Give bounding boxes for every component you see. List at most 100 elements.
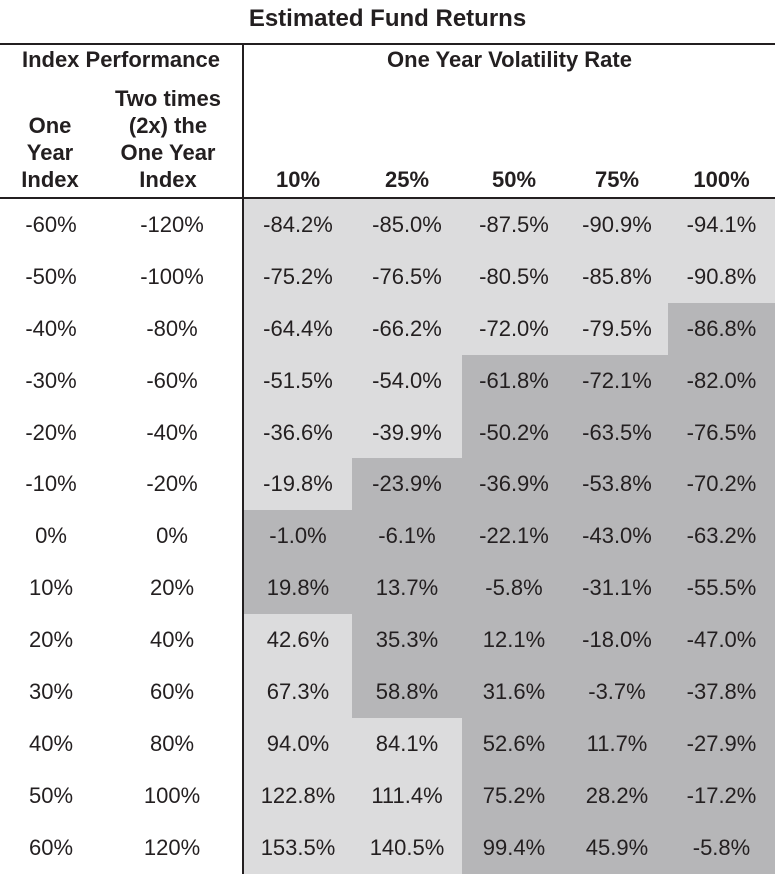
fund-return-cell: -39.9% <box>352 406 462 459</box>
two-x-index-cell: -20% <box>102 458 242 511</box>
fund-return-cell: -90.8% <box>668 250 775 303</box>
header-bottom-rule <box>0 197 775 199</box>
fund-return-cell: 75.2% <box>462 769 566 822</box>
col-header-vol-25: 25% <box>384 167 430 192</box>
fund-return-cell: 28.2% <box>566 769 668 822</box>
fund-return-cell: -36.6% <box>244 406 352 459</box>
index-cell: -50% <box>0 250 102 303</box>
col-header-vol-75: 75% <box>594 167 640 192</box>
index-cell: 40% <box>0 717 102 770</box>
two-x-index-cell: -80% <box>102 302 242 355</box>
fund-return-cell: -47.0% <box>668 614 775 667</box>
fund-return-cell: 52.6% <box>462 717 566 770</box>
fund-return-cell: -51.5% <box>244 354 352 407</box>
fund-return-cell: -27.9% <box>668 717 775 770</box>
index-cell: 50% <box>0 769 102 822</box>
fund-return-cell: -76.5% <box>352 250 462 303</box>
fund-return-cell: -17.2% <box>668 769 775 822</box>
fund-return-cell: -43.0% <box>566 510 668 563</box>
index-cell: -40% <box>0 302 102 355</box>
fund-return-cell: -19.8% <box>244 458 352 511</box>
fund-return-cell: 140.5% <box>352 821 462 874</box>
fund-return-cell: 94.0% <box>244 717 352 770</box>
fund-return-cell: -82.0% <box>668 354 775 407</box>
fund-return-cell: -72.0% <box>462 302 566 355</box>
two-x-index-cell: 60% <box>102 666 242 718</box>
volatility-rate-header: One Year Volatility Rate <box>387 47 632 72</box>
fund-return-cell: 111.4% <box>352 769 462 822</box>
fund-return-cell: -22.1% <box>462 510 566 563</box>
header-rule <box>0 43 775 45</box>
fund-return-cell: 58.8% <box>352 666 462 718</box>
index-performance-header: Index Performance <box>21 47 221 72</box>
fund-return-cell: -94.1% <box>668 199 775 251</box>
fund-return-cell: -1.0% <box>244 510 352 563</box>
col-header-vol-10: 10% <box>275 167 321 192</box>
two-x-index-cell: 40% <box>102 614 242 667</box>
fund-return-cell: 13.7% <box>352 562 462 615</box>
two-x-index-cell: 0% <box>102 510 242 563</box>
two-x-index-cell: 80% <box>102 717 242 770</box>
fund-return-cell: -63.5% <box>566 406 668 459</box>
index-cell: -60% <box>0 199 102 251</box>
fund-return-cell: 67.3% <box>244 666 352 718</box>
two-x-index-cell: 20% <box>102 562 242 615</box>
two-x-index-cell: -120% <box>102 199 242 251</box>
fund-return-cell: -75.2% <box>244 250 352 303</box>
fund-return-cell: -80.5% <box>462 250 566 303</box>
col-header-vol-100: 100% <box>693 167 750 192</box>
column-divider <box>242 43 244 874</box>
index-cell: 20% <box>0 614 102 667</box>
fund-return-cell: 31.6% <box>462 666 566 718</box>
fund-return-cell: 153.5% <box>244 821 352 874</box>
fund-return-cell: -90.9% <box>566 199 668 251</box>
fund-return-cell: -37.8% <box>668 666 775 718</box>
fund-return-cell: -64.4% <box>244 302 352 355</box>
fund-return-cell: -79.5% <box>566 302 668 355</box>
fund-return-cell: -86.8% <box>668 302 775 355</box>
col-header-one-year-index: One Year Index <box>21 113 79 192</box>
fund-return-cell: -76.5% <box>668 406 775 459</box>
fund-return-cell: -3.7% <box>566 666 668 718</box>
fund-return-cell: -85.8% <box>566 250 668 303</box>
index-cell: 10% <box>0 562 102 615</box>
index-cell: 0% <box>0 510 102 563</box>
fund-return-cell: -50.2% <box>462 406 566 459</box>
fund-return-cell: 122.8% <box>244 769 352 822</box>
fund-return-cell: 12.1% <box>462 614 566 667</box>
fund-return-cell: 42.6% <box>244 614 352 667</box>
index-cell: 60% <box>0 821 102 874</box>
two-x-index-cell: -60% <box>102 354 242 407</box>
fund-return-cell: -70.2% <box>668 458 775 511</box>
two-x-index-cell: -40% <box>102 406 242 459</box>
table-title: Estimated Fund Returns <box>248 5 527 32</box>
fund-return-cell: -63.2% <box>668 510 775 563</box>
index-cell: 30% <box>0 666 102 718</box>
fund-return-cell: -85.0% <box>352 199 462 251</box>
fund-return-cell: 19.8% <box>244 562 352 615</box>
two-x-index-cell: 100% <box>102 769 242 822</box>
fund-return-cell: 84.1% <box>352 717 462 770</box>
fund-return-cell: -53.8% <box>566 458 668 511</box>
fund-return-cell: -23.9% <box>352 458 462 511</box>
fund-return-cell: -61.8% <box>462 354 566 407</box>
fund-return-cell: -55.5% <box>668 562 775 615</box>
fund-return-cell: -66.2% <box>352 302 462 355</box>
fund-return-cell: -31.1% <box>566 562 668 615</box>
fund-return-cell: 11.7% <box>566 717 668 770</box>
index-cell: -20% <box>0 406 102 459</box>
fund-return-cell: -5.8% <box>668 821 775 874</box>
returns-table-body: -60% -120% -84.2% -85.0% -87.5% -90.9% -94.1% -… <box>0 199 775 874</box>
fund-return-cell: -84.2% <box>244 199 352 251</box>
col-header-vol-50: 50% <box>491 167 537 192</box>
fund-return-cell: -54.0% <box>352 354 462 407</box>
fund-return-cell: -87.5% <box>462 199 566 251</box>
two-x-index-cell: 120% <box>102 821 242 874</box>
fund-return-cell: 99.4% <box>462 821 566 874</box>
fund-return-cell: 45.9% <box>566 821 668 874</box>
fund-return-cell: 35.3% <box>352 614 462 667</box>
col-header-two-times-index: Two times (2x) the One Year Index <box>115 86 221 192</box>
fund-return-cell: -72.1% <box>566 354 668 407</box>
fund-return-cell: -36.9% <box>462 458 566 511</box>
two-x-index-cell: -100% <box>102 250 242 303</box>
